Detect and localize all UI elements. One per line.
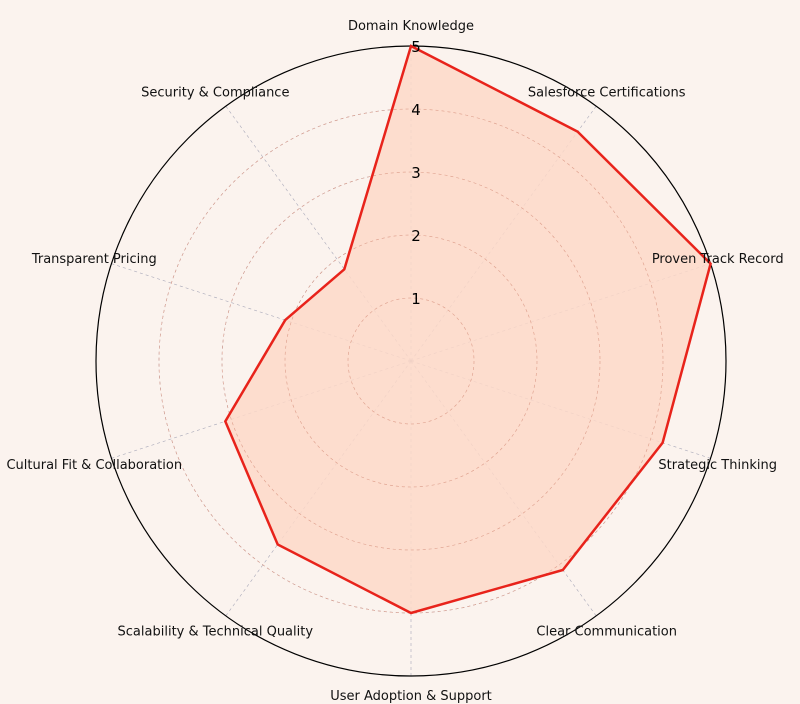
category-label: Salesforce Certifications — [528, 86, 686, 101]
label-layer: 1 2 3 4 5 Domain Knowledge Salesforce Certific… — [6, 19, 783, 704]
grid-circle-overlay — [284, 234, 538, 488]
grid-circle-overlay — [221, 171, 601, 551]
category-label: Cultural Fit & Collaboration — [6, 458, 182, 473]
radial-tick-label: 4 — [411, 101, 421, 119]
radial-tick-label: 3 — [411, 164, 421, 182]
category-label: Security & Compliance — [141, 86, 289, 101]
category-label: Clear Communication — [536, 624, 677, 639]
category-label: Domain Knowledge — [348, 19, 474, 34]
series-area — [225, 46, 711, 613]
series-line — [223, 44, 712, 615]
category-label: Proven Track Record — [652, 252, 784, 267]
grid-circle-overlay — [158, 108, 664, 614]
category-label: Strategic Thinking — [658, 458, 777, 473]
axis-spoke — [225, 105, 412, 362]
radial-tick-label: 5 — [411, 38, 421, 56]
data-layer — [158, 44, 712, 615]
grid-circle-overlay — [347, 297, 475, 425]
radial-tick-label: 2 — [411, 227, 421, 245]
radial-tick-label: 1 — [411, 290, 421, 308]
category-label: User Adoption & Support — [330, 689, 492, 704]
axis-spoke — [111, 263, 412, 362]
category-label: Transparent Pricing — [31, 252, 157, 267]
category-label: Scalability & Technical Quality — [118, 624, 314, 639]
